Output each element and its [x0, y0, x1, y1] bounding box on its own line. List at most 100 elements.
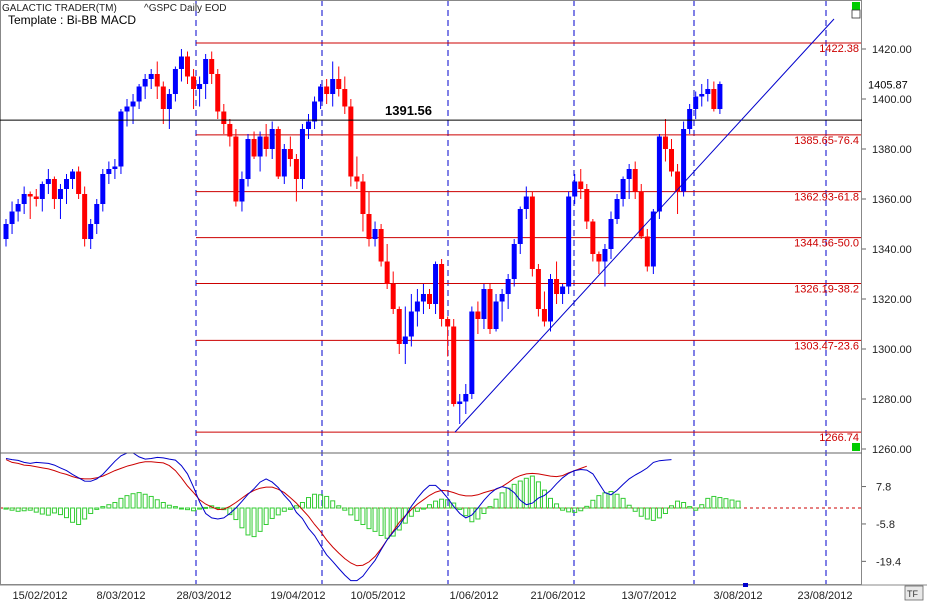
- macd-histogram-bar: [675, 500, 681, 509]
- candle-body: [705, 89, 711, 94]
- macd-histogram-bar: [39, 507, 45, 515]
- tf-button[interactable]: [904, 585, 924, 601]
- macd-histogram-bar: [166, 504, 172, 509]
- macd-histogram-bar: [142, 493, 148, 509]
- scroll-marker[interactable]: [743, 583, 748, 587]
- candle-body: [535, 269, 541, 309]
- macd-histogram-bar: [638, 507, 644, 517]
- macd-histogram-bar: [178, 507, 184, 510]
- macd-histogram-bar: [420, 507, 426, 510]
- candle-body: [487, 289, 493, 329]
- candle-body: [185, 56, 190, 77]
- candle-body: [100, 174, 106, 204]
- candle-body: [287, 149, 293, 159]
- candle-body: [548, 279, 553, 322]
- macd-histogram-bar: [197, 507, 203, 510]
- resize-handle-icon[interactable]: [851, 9, 861, 19]
- candle-body: [348, 106, 354, 177]
- candle-body: [408, 311, 414, 337]
- y-tick-label: 1420.00: [872, 44, 912, 56]
- candle-body: [632, 169, 638, 192]
- fib-level-label: 1326.19-38.2: [794, 284, 859, 296]
- tf-icon[interactable]: TF: [904, 585, 924, 601]
- macd-histogram-bar: [215, 506, 221, 509]
- candle-body: [578, 181, 584, 189]
- candle-body: [142, 79, 148, 87]
- macd-histogram-bar: [21, 507, 27, 512]
- candle-body: [687, 109, 693, 129]
- macd-histogram-bar: [124, 495, 130, 509]
- fib-level-label: 1303.47-23.6: [794, 340, 859, 352]
- candle-body: [45, 179, 51, 184]
- candle-body: [342, 89, 348, 107]
- candle-body: [166, 94, 172, 109]
- candle-body: [112, 166, 118, 169]
- macd-histogram-bar: [45, 507, 51, 516]
- candle-body: [602, 249, 608, 262]
- candle-body: [596, 254, 602, 262]
- macd-histogram-bar: [51, 507, 57, 514]
- macd-histogram-bar: [287, 507, 293, 510]
- macd-histogram-bar: [293, 505, 299, 509]
- trendline: [454, 18, 835, 433]
- candle-body: [269, 129, 275, 149]
- candle-body: [39, 184, 45, 199]
- macd-histogram-bar: [396, 507, 402, 531]
- candle-body: [517, 209, 523, 244]
- candle-body: [529, 196, 535, 269]
- macd-histogram-bar: [342, 507, 348, 511]
- macd-tick-label: -5.8: [876, 519, 895, 531]
- macd-histogram-bar: [154, 499, 160, 509]
- candle-body: [372, 229, 378, 239]
- macd-histogram-bar: [487, 506, 493, 509]
- symbol-label: ^GSPC Daily EOD: [144, 3, 227, 14]
- macd-histogram-bar: [88, 507, 94, 514]
- y-tick-label: 1320.00: [872, 294, 912, 306]
- macd-histogram-bar: [239, 507, 245, 529]
- macd-histogram-bar: [681, 502, 687, 509]
- candle-body: [227, 124, 233, 137]
- macd-histogram-bar: [729, 499, 735, 509]
- candle-body: [469, 311, 475, 394]
- macd-histogram-bar: [402, 507, 408, 524]
- macd-histogram-bar: [378, 507, 384, 536]
- y-tick-label: 1280.00: [872, 394, 912, 406]
- candle-body: [64, 179, 69, 189]
- macd-histogram-bar: [699, 504, 705, 509]
- macd-histogram-bar: [106, 504, 112, 509]
- macd-histogram-bar: [535, 481, 541, 509]
- macd-histogram-bar: [523, 477, 529, 509]
- macd-histogram-bar: [76, 507, 82, 525]
- macd-histogram-bar: [245, 507, 251, 536]
- corner-marker-top[interactable]: [852, 2, 860, 10]
- candle-body: [178, 56, 184, 69]
- candle-body: [275, 129, 281, 177]
- macd-histogram-bar: [548, 497, 553, 509]
- template-label: Template : Bi-BB MACD: [8, 13, 136, 27]
- candle-body: [445, 319, 451, 327]
- candle-body: [118, 111, 124, 167]
- corner-marker-bottom[interactable]: [852, 443, 860, 451]
- candle-body: [457, 401, 463, 404]
- candle-body: [560, 286, 566, 294]
- candle-body: [257, 136, 263, 157]
- x-tick-label: 23/08/2012: [797, 590, 852, 602]
- candle-body: [378, 229, 384, 262]
- candle-body: [27, 194, 33, 197]
- candle-body: [614, 199, 620, 219]
- macd-histogram-bar: [705, 497, 711, 509]
- candle-body: [511, 244, 517, 279]
- macd-histogram-bar: [499, 492, 505, 509]
- macd-histogram-bar: [27, 507, 33, 511]
- candle-body: [681, 129, 687, 192]
- candle-body: [82, 194, 88, 239]
- candle-body: [318, 86, 324, 102]
- candle-body: [197, 84, 203, 89]
- macd-histogram-bar: [650, 507, 656, 521]
- x-tick-label: 10/05/2012: [350, 590, 405, 602]
- candle-body: [481, 289, 487, 319]
- candle-body: [106, 169, 112, 174]
- y-tick-label: 1360.00: [872, 194, 912, 206]
- candle-body: [15, 204, 21, 212]
